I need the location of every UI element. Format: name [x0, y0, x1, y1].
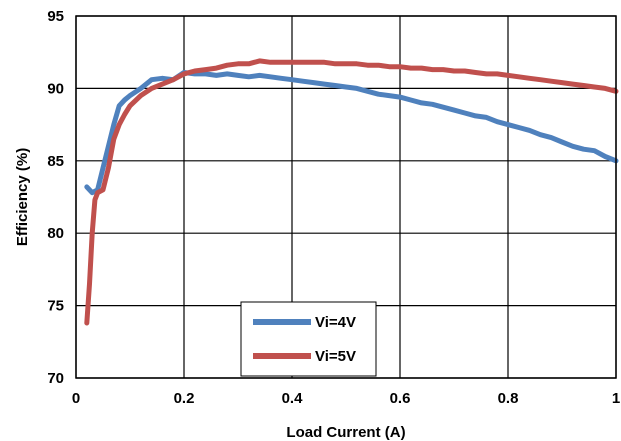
x-tick-label: 0.2 — [174, 390, 195, 407]
series-line-vi-4v — [84, 70, 619, 196]
x-tick-label: 0.8 — [498, 390, 519, 407]
y-tick-label: 85 — [47, 153, 64, 170]
y-axis-label: Efficiency (%) — [14, 148, 31, 246]
x-axis-ticks: 0 0.2 0.4 0.6 0.8 1 — [72, 390, 620, 407]
legend-label-vi-5v: Vi=5V — [315, 348, 356, 365]
x-tick-label: 0.6 — [390, 390, 411, 407]
x-axis-label: Load Current (A) — [286, 424, 405, 441]
y-tick-label: 75 — [47, 298, 64, 315]
plot-frame — [75, 15, 617, 379]
y-tick-label: 90 — [47, 80, 64, 97]
legend: Vi=4V Vi=5V — [240, 301, 377, 377]
legend-label-vi-4v: Vi=4V — [315, 314, 356, 331]
y-tick-label: 70 — [47, 370, 64, 387]
y-tick-label: 95 — [47, 8, 64, 25]
x-tick-label: 1 — [612, 390, 620, 407]
x-tick-label: 0 — [72, 390, 80, 407]
y-tick-label: 80 — [47, 225, 64, 242]
series-line-vi-5v — [84, 58, 619, 326]
legend-box — [240, 301, 377, 377]
y-axis-ticks: 70 75 80 85 90 95 — [47, 8, 64, 387]
series-lines — [84, 58, 619, 326]
x-tick-label: 0.4 — [282, 390, 304, 407]
